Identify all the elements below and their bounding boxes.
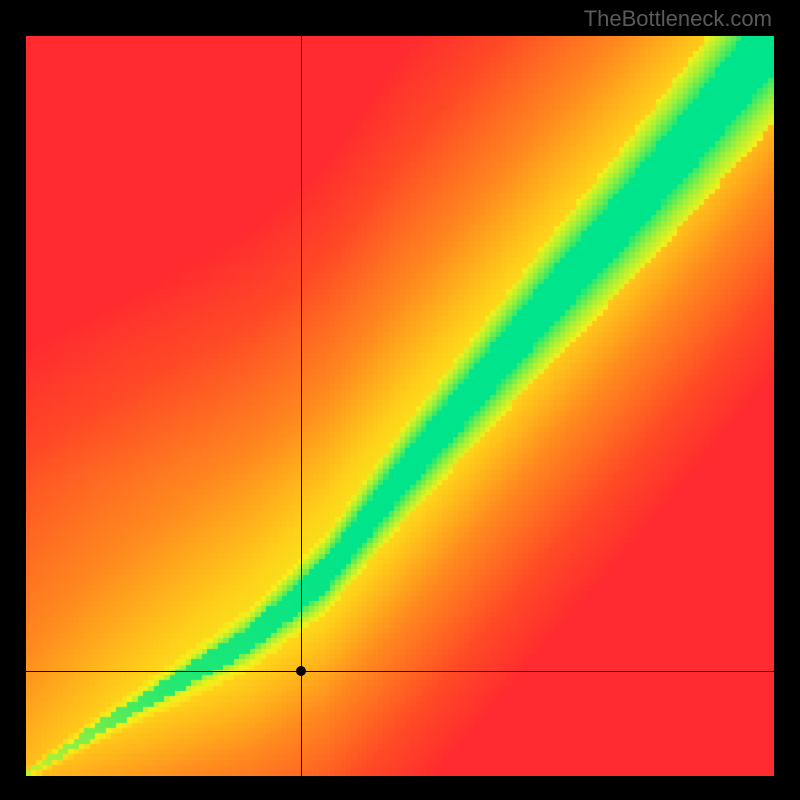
- crosshair-vertical: [301, 36, 302, 776]
- heatmap-canvas: [26, 36, 774, 776]
- crosshair-dot: [296, 666, 306, 676]
- crosshair-horizontal: [26, 671, 774, 672]
- plot-area: [26, 36, 774, 776]
- watermark-text: TheBottleneck.com: [584, 6, 772, 32]
- chart-container: TheBottleneck.com: [0, 0, 800, 800]
